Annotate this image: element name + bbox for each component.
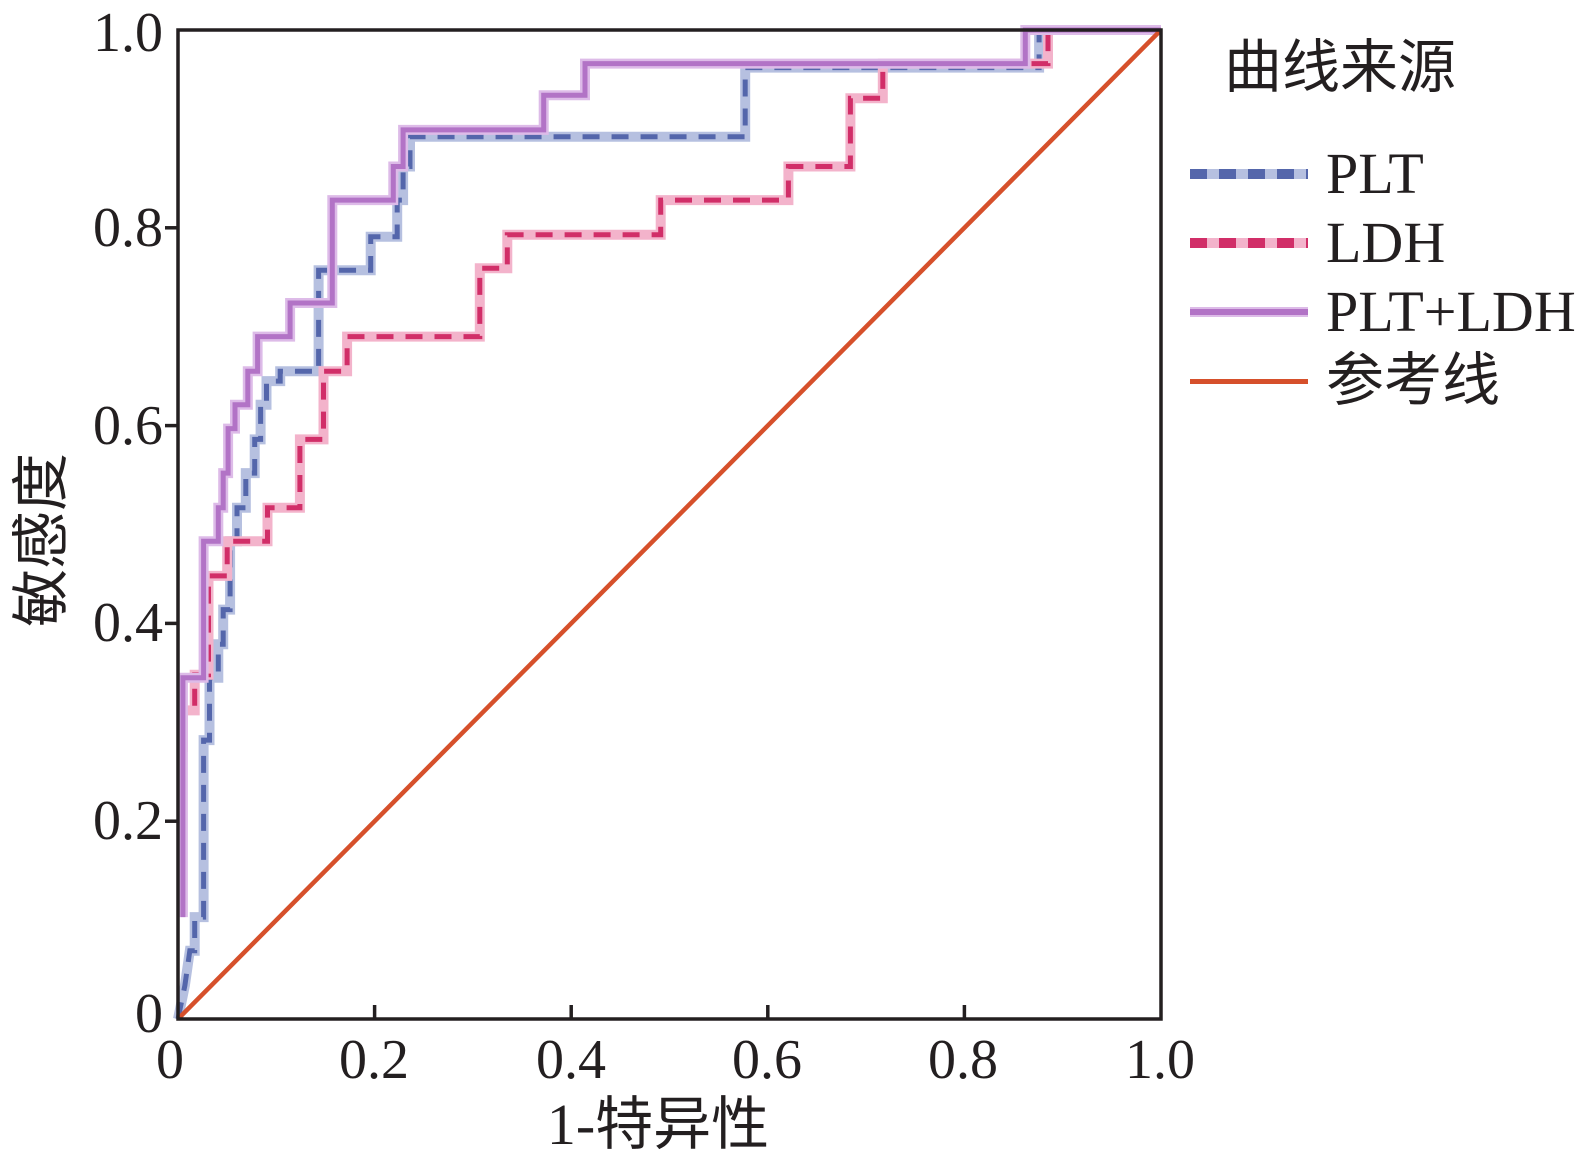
legend-swatch-plt-ldh-line [1190, 307, 1308, 318]
legend-item-ldh: LDH [1190, 209, 1575, 278]
x-axis-label: 1-特异性 [546, 1092, 770, 1157]
legend-title: 曲线来源 [1224, 35, 1457, 100]
y-tick-label-0.4: 0.4 [93, 592, 163, 654]
legend-swatch-ldh-line [1190, 238, 1308, 249]
legend-item-plt: PLT [1190, 140, 1575, 209]
legend-label-plt: PLT [1326, 141, 1424, 207]
legend-label-reference-line: 参考线 [1326, 348, 1501, 414]
x-tick-label-0.4: 0.4 [536, 1029, 606, 1091]
y-tick-label-0.8: 0.8 [93, 197, 163, 259]
y-tick-label-1.0: 1.0 [93, 2, 163, 64]
x-tick-label-0.6: 0.6 [732, 1029, 802, 1091]
y-tick-label-0.6: 0.6 [93, 395, 163, 457]
legend-item-plt-ldh: PLT+LDH [1190, 278, 1575, 347]
y-axis-label: 敏感度 [9, 452, 74, 628]
y-tick-label-0: 0 [135, 983, 163, 1045]
x-tick-label-1.0: 1.0 [1125, 1029, 1195, 1091]
legend-label-ldh: LDH [1326, 210, 1446, 276]
legend-label-plt-ldh: PLT+LDH [1326, 279, 1575, 345]
x-tick-label-0.2: 0.2 [339, 1029, 409, 1091]
x-tick-label-0.8: 0.8 [928, 1029, 998, 1091]
legend-swatch-reference-line [1190, 378, 1308, 384]
legend-item-reference-line: 参考线 [1190, 347, 1575, 416]
legend: 曲线来源 PLT LDH PLT+LDH 参考线 [1190, 36, 1575, 416]
y-tick-label-0.2: 0.2 [93, 790, 163, 852]
x-tick-label-0: 0 [156, 1029, 184, 1091]
legend-swatch-plt-line [1190, 169, 1308, 180]
